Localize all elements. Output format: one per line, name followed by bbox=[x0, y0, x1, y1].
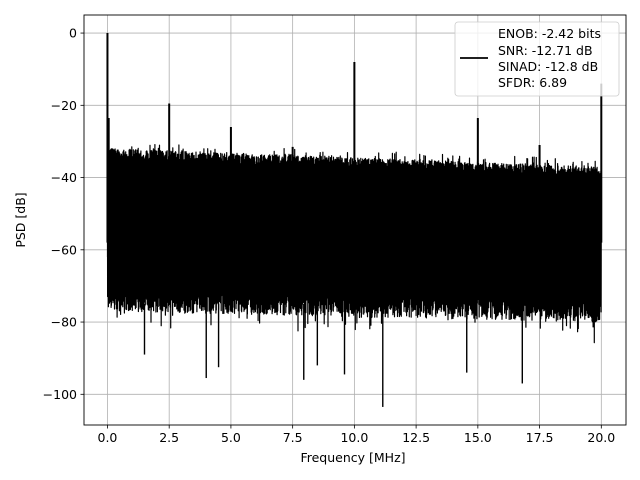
legend-line-snr: SNR: -12.71 dB bbox=[498, 43, 593, 58]
x-tick-label: 2.5 bbox=[159, 430, 179, 445]
series-group bbox=[106, 33, 603, 407]
x-tick-label: 7.5 bbox=[283, 430, 303, 445]
x-axis-title: Frequency [MHz] bbox=[300, 450, 405, 465]
y-tick-label: −80 bbox=[51, 315, 77, 330]
psd-trace bbox=[106, 140, 602, 344]
x-tick-label: 5.0 bbox=[221, 430, 241, 445]
y-tick-label: −60 bbox=[51, 242, 77, 257]
x-tick-label: 15.0 bbox=[464, 430, 492, 445]
legend-line-sfdr: SFDR: 6.89 bbox=[498, 75, 567, 90]
x-tick-label: 17.5 bbox=[526, 430, 554, 445]
y-tick-label: −40 bbox=[51, 170, 77, 185]
x-tick-label: 20.0 bbox=[587, 430, 615, 445]
y-tick-label: −20 bbox=[51, 98, 77, 113]
legend-line-sinad: SINAD: -12.8 dB bbox=[498, 59, 598, 74]
y-tick-label: −100 bbox=[43, 387, 77, 402]
x-tick-label: 0.0 bbox=[98, 430, 118, 445]
y-axis-title: PSD [dB] bbox=[13, 192, 28, 247]
y-axis-ticks: 0 −20 −40 −60 −80 −100 bbox=[43, 26, 84, 402]
legend-line-enob: ENOB: -2.42 bits bbox=[498, 26, 601, 41]
plot-frame bbox=[83, 14, 627, 426]
x-axis-ticks: 0.0 2.5 5.0 7.5 10.0 12.5 15.0 17.5 20.0 bbox=[98, 425, 615, 445]
x-tick-label: 12.5 bbox=[402, 430, 430, 445]
x-tick-label: 10.0 bbox=[340, 430, 368, 445]
legend: ENOB: -2.42 bits SNR: -12.71 dB SINAD: -… bbox=[454, 21, 620, 97]
legend-box bbox=[454, 21, 620, 97]
y-tick-label: 0 bbox=[69, 26, 77, 41]
